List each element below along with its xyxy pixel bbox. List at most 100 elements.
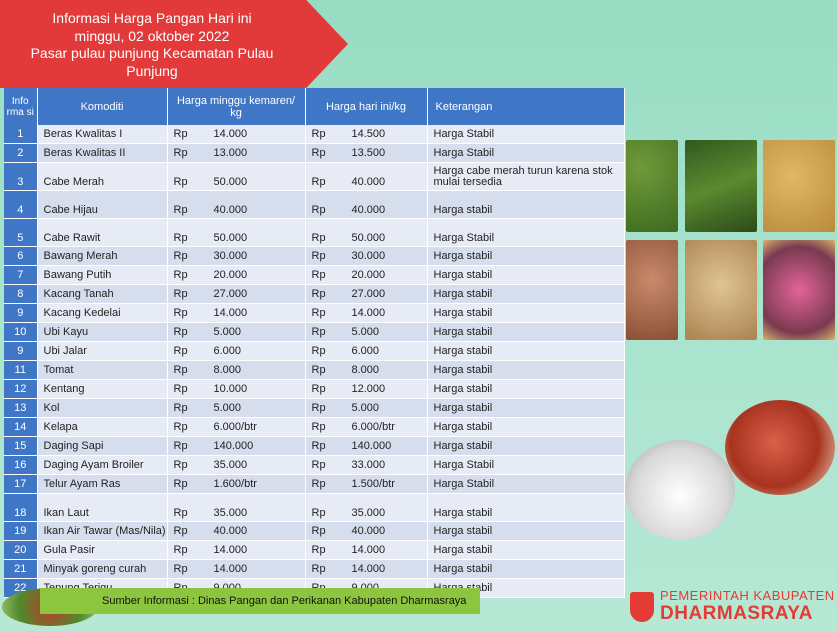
currency-label: Rp (311, 269, 326, 281)
table-row: 18 Ikan Laut Rp 35.000 Rp 35.000 Harga stabil (4, 493, 625, 522)
last-week-price: Rp 14.000 (167, 125, 306, 144)
price-note: Harga stabil (427, 521, 625, 541)
table-row: 12 Kentang Rp 10.000 Rp 12.000 Harga stabil (4, 379, 625, 399)
today-value: 40.000 (351, 176, 386, 188)
price-note: Harga stabil (427, 360, 625, 380)
table-row: 13 Kol Rp 5.000 Rp 5.000 Harga stabil (4, 398, 625, 418)
row-number: 9 (4, 303, 38, 323)
commodity-name: Ikan Laut (37, 493, 168, 522)
today-price: Rp 140.000 (305, 436, 428, 456)
currency-label: Rp (311, 525, 326, 537)
rice-sacks-photo (625, 440, 735, 540)
row-number: 15 (4, 436, 38, 456)
currency-label: Rp (311, 402, 326, 414)
today-price: Rp 20.000 (305, 265, 428, 285)
logo-line-1: PEMERINTAH KABUPATEN (660, 588, 835, 603)
last-week-price: Rp 140.000 (167, 436, 306, 456)
row-number: 5 (4, 218, 38, 247)
last-week-value: 27.000 (213, 288, 248, 300)
sweet-potato-photo (763, 240, 835, 340)
today-price: Rp 14.000 (305, 540, 428, 560)
currency-label: Rp (311, 128, 326, 140)
last-week-value: 35.000 (213, 507, 248, 519)
currency-label: Rp (311, 204, 326, 216)
currency-label: Rp (173, 176, 188, 188)
today-price: Rp 30.000 (305, 246, 428, 266)
last-week-price: Rp 35.000 (167, 455, 306, 475)
today-value: 14.000 (351, 544, 386, 556)
price-note: Harga stabil (427, 303, 625, 323)
today-value: 14.000 (351, 307, 386, 319)
last-week-value: 30.000 (213, 250, 248, 262)
commodity-name: Beras Kwalitas I (37, 125, 168, 144)
price-note: Harga stabil (427, 379, 625, 399)
row-number: 13 (4, 398, 38, 418)
price-note: Harga stabil (427, 265, 625, 285)
currency-label: Rp (173, 364, 188, 376)
row-number: 14 (4, 417, 38, 437)
last-week-value: 14.000 (213, 128, 248, 140)
title-line-4: Punjung (126, 62, 178, 79)
last-week-value: 14.000 (213, 307, 248, 319)
row-number: 20 (4, 540, 38, 560)
currency-label: Rp (311, 383, 326, 395)
today-value: 33.000 (351, 459, 386, 471)
last-week-price: Rp 8.000 (167, 360, 306, 380)
commodity-name: Kelapa (37, 417, 168, 437)
last-week-price: Rp 6.000/btr (167, 417, 306, 437)
currency-label: Rp (311, 478, 326, 490)
row-number: 2 (4, 143, 38, 163)
currency-label: Rp (173, 440, 188, 452)
today-value: 6.000/btr (351, 421, 395, 433)
currency-label: Rp (311, 250, 326, 262)
last-week-price: Rp 14.000 (167, 559, 306, 579)
last-week-price: Rp 14.000 (167, 540, 306, 560)
row-number: 11 (4, 360, 38, 380)
price-note: Harga stabil (427, 246, 625, 266)
today-value: 140.000 (351, 440, 392, 452)
commodity-name: Gula Pasir (37, 540, 168, 560)
today-value: 50.000 (351, 232, 386, 244)
currency-label: Rp (311, 288, 326, 300)
row-number: 4 (4, 190, 38, 219)
commodity-name: Daging Ayam Broiler (37, 455, 168, 475)
last-week-value: 20.000 (213, 269, 248, 281)
table-row: 20 Gula Pasir Rp 14.000 Rp 14.000 Harga stabil (4, 540, 625, 560)
today-price: Rp 14.000 (305, 559, 428, 579)
today-value: 12.000 (351, 383, 386, 395)
today-price: Rp 8.000 (305, 360, 428, 380)
today-value: 6.000 (351, 345, 380, 357)
table-row: 6 Bawang Merah Rp 30.000 Rp 30.000 Harga stabi… (4, 246, 625, 266)
table-row: 16 Daging Ayam Broiler Rp 35.000 Rp 33.000 Har… (4, 455, 625, 475)
last-week-value: 50.000 (213, 176, 248, 188)
today-price: Rp 40.000 (305, 162, 428, 191)
table-row: 15 Daging Sapi Rp 140.000 Rp 140.000 Harga sta… (4, 436, 625, 456)
today-value: 27.000 (351, 288, 386, 300)
currency-label: Rp (173, 326, 188, 338)
last-week-value: 13.000 (213, 147, 248, 159)
today-value: 5.000 (351, 402, 380, 414)
last-week-price: Rp 27.000 (167, 284, 306, 304)
price-note: Harga stabil (427, 341, 625, 361)
row-number: 19 (4, 521, 38, 541)
currency-label: Rp (173, 544, 188, 556)
last-week-value: 6.000 (213, 345, 242, 357)
currency-label: Rp (173, 383, 188, 395)
currency-label: Rp (173, 147, 188, 159)
today-price: Rp 5.000 (305, 322, 428, 342)
last-week-value: 1.600/btr (213, 478, 257, 490)
today-value: 13.500 (351, 147, 386, 159)
last-week-value: 40.000 (213, 204, 248, 216)
last-week-value: 14.000 (213, 544, 248, 556)
today-price: Rp 35.000 (305, 493, 428, 522)
last-week-value: 140.000 (213, 440, 254, 452)
currency-label: Rp (311, 232, 326, 244)
price-note: Harga stabil (427, 284, 625, 304)
header-last-week: Harga minggu kemaren/ kg (167, 88, 306, 125)
commodity-name: Beras Kwalitas II (37, 143, 168, 163)
price-note: Harga stabil (427, 493, 625, 522)
table-row: 8 Kacang Tanah Rp 27.000 Rp 27.000 Harga stabi… (4, 284, 625, 304)
today-price: Rp 40.000 (305, 190, 428, 219)
currency-label: Rp (311, 459, 326, 471)
currency-label: Rp (173, 507, 188, 519)
